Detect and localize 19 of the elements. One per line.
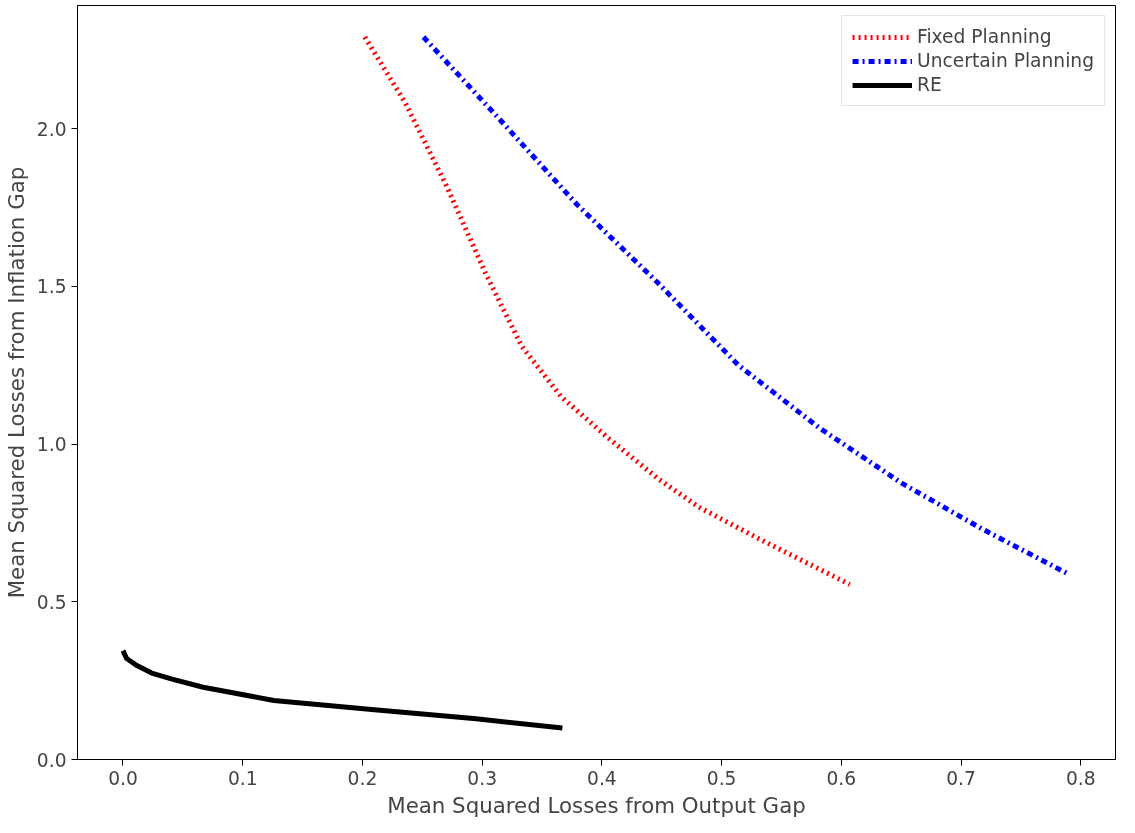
x-tick-label: 0.0 <box>108 767 138 789</box>
legend-label: Uncertain Planning <box>917 50 1094 71</box>
y-tick-label: 0.0 <box>36 749 67 771</box>
x-axis-title: Mean Squared Losses from Output Gap <box>387 792 806 818</box>
x-tick-label: 0.2 <box>347 767 378 789</box>
legend-label: RE <box>917 74 942 95</box>
y-axis-title: Mean Squared Losses from Inflation Gap <box>3 166 29 599</box>
y-tick-label: 1.0 <box>36 434 67 456</box>
x-tick-label: 0.6 <box>826 767 857 789</box>
legend-label: Fixed Planning <box>917 26 1052 47</box>
x-tick-label: 0.4 <box>587 767 617 789</box>
x-tick-label: 0.7 <box>946 767 976 789</box>
y-tick-label: 1.5 <box>36 276 67 298</box>
x-tick-label: 0.3 <box>467 767 497 789</box>
y-tick-label: 0.5 <box>36 591 67 613</box>
x-tick-label: 0.1 <box>227 767 258 789</box>
x-tick-label: 0.5 <box>706 767 737 789</box>
y-tick-label: 2.0 <box>36 118 67 140</box>
x-tick-label: 0.8 <box>1065 767 1096 789</box>
